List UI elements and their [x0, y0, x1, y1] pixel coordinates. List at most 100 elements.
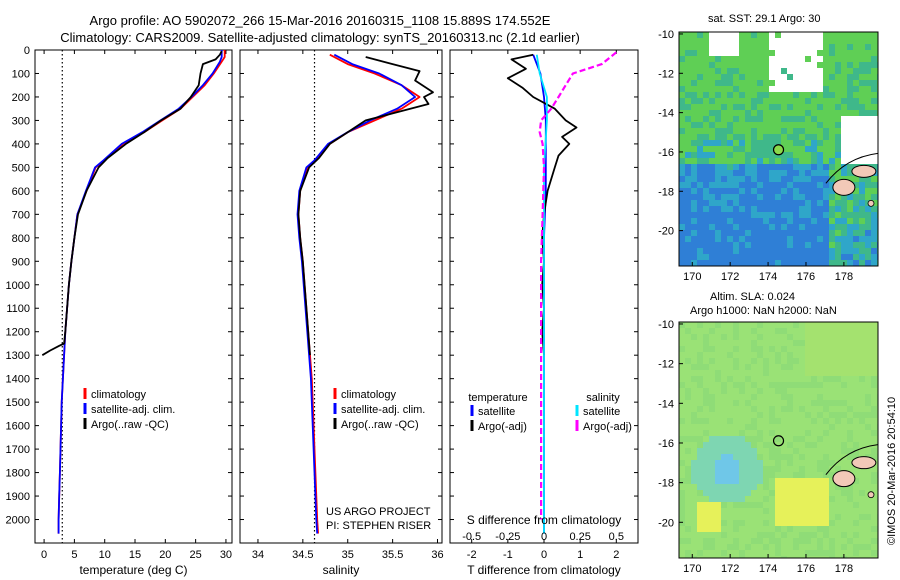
sst-map-cell: [835, 170, 841, 176]
sst-map-cell: [793, 68, 799, 74]
sst-map-cell: [769, 218, 775, 224]
sst-map-cell: [697, 122, 703, 128]
sla-map-cell: [781, 520, 787, 526]
sla-map-cell: [709, 436, 715, 442]
sst-map-cell: [775, 170, 781, 176]
sst-map-cell: [715, 128, 721, 134]
sst-map-cell: [709, 194, 715, 200]
sla-map-cell: [805, 538, 811, 544]
sst-map-cell: [865, 86, 871, 92]
sst-map-cell: [709, 224, 715, 230]
sla-map-cell: [685, 460, 691, 466]
sst-map-cell: [763, 128, 769, 134]
map-x-tick-label: 172: [721, 271, 739, 283]
sst-map-cell: [769, 254, 775, 260]
sst-map-cell: [859, 116, 865, 122]
sst-map-cell: [709, 254, 715, 260]
sst-map-cell: [847, 116, 853, 122]
sla-map-cell: [829, 484, 835, 490]
sla-map-cell: [703, 346, 709, 352]
sla-map-cell: [829, 382, 835, 388]
sla-map-cell: [805, 364, 811, 370]
sla-map-cell: [751, 364, 757, 370]
sst-map-cell: [799, 248, 805, 254]
sla-map-cell: [829, 550, 835, 556]
sla-map-cell: [757, 448, 763, 454]
sst-map-cell: [703, 104, 709, 110]
sla-map-cell: [769, 526, 775, 532]
sla-map-cell: [823, 502, 829, 508]
sst-map-cell: [763, 152, 769, 158]
sla-map-cell: [781, 550, 787, 556]
sst-map-title: sat. SST: 29.1 Argo: 30: [708, 13, 821, 25]
sla-map-cell: [799, 364, 805, 370]
sla-map-cell: [697, 340, 703, 346]
sst-map-cell: [871, 242, 877, 248]
sla-map-cell: [739, 550, 745, 556]
sst-map-cell: [805, 116, 811, 122]
sst-map-cell: [763, 200, 769, 206]
sla-map-cell: [679, 544, 685, 550]
sla-map-cell: [685, 430, 691, 436]
sla-map-cell: [697, 532, 703, 538]
sla-map-cell: [721, 556, 727, 558]
sst-map-cell: [853, 206, 859, 212]
sla-map-cell: [865, 436, 871, 442]
sst-map-cell: [685, 248, 691, 254]
sst-map-cell: [829, 68, 835, 74]
sla-map-cell: [715, 346, 721, 352]
sla-map-cell: [787, 358, 793, 364]
sst-map-cell: [769, 128, 775, 134]
sla-map-cell: [697, 364, 703, 370]
sst-map-cell: [865, 218, 871, 224]
sla-map-cell: [703, 496, 709, 502]
sla-map-cell: [775, 352, 781, 358]
sla-map-cell: [739, 388, 745, 394]
sst-map-cell: [823, 230, 829, 236]
sla-map-cell: [781, 478, 787, 484]
sst-map-cell: [691, 116, 697, 122]
sla-map-cell: [805, 400, 811, 406]
sla-map-cell: [697, 508, 703, 514]
sst-map-cell: [823, 92, 829, 98]
sst-map-cell: [847, 164, 853, 170]
sla-map-cell: [835, 364, 841, 370]
sst-map-cell: [727, 248, 733, 254]
sst-map-cell: [727, 62, 733, 68]
sst-map-cell: [751, 140, 757, 146]
sst-map-cell: [697, 242, 703, 248]
sla-map-cell: [853, 544, 859, 550]
sla-map-cell: [769, 496, 775, 502]
sla-map-cell: [727, 394, 733, 400]
sla-map-cell: [823, 376, 829, 382]
sst-map-cell: [745, 218, 751, 224]
sst-map-cell: [739, 92, 745, 98]
sla-map-cell: [793, 400, 799, 406]
sst-map-cell: [745, 134, 751, 140]
sla-map-cell: [757, 346, 763, 352]
sst-map-cell: [871, 80, 877, 86]
sla-map-cell: [805, 442, 811, 448]
sst-map-cell: [703, 236, 709, 242]
sla-map-cell: [823, 484, 829, 490]
y-tick-label: 1200: [6, 327, 30, 339]
sla-map-cell: [865, 526, 871, 532]
sla-map-cell: [727, 478, 733, 484]
sla-map-cell: [835, 340, 841, 346]
sla-map-cell: [781, 358, 787, 364]
sla-map-cell: [697, 460, 703, 466]
sst-map-cell: [763, 38, 769, 44]
sst-map-cell: [853, 50, 859, 56]
sla-map-cell: [685, 358, 691, 364]
sla-map-cell: [805, 544, 811, 550]
sla-map-cell: [685, 400, 691, 406]
y-tick-label: 400: [12, 139, 30, 151]
sst-map-cell: [757, 38, 763, 44]
sst-map-cell: [733, 98, 739, 104]
sst-map-cell: [745, 146, 751, 152]
sst-map-cell: [793, 110, 799, 116]
sla-map-cell: [823, 448, 829, 454]
sla-map-cell: [781, 526, 787, 532]
x2-tick-label: 0.25: [569, 531, 590, 543]
sla-map-cell: [787, 430, 793, 436]
